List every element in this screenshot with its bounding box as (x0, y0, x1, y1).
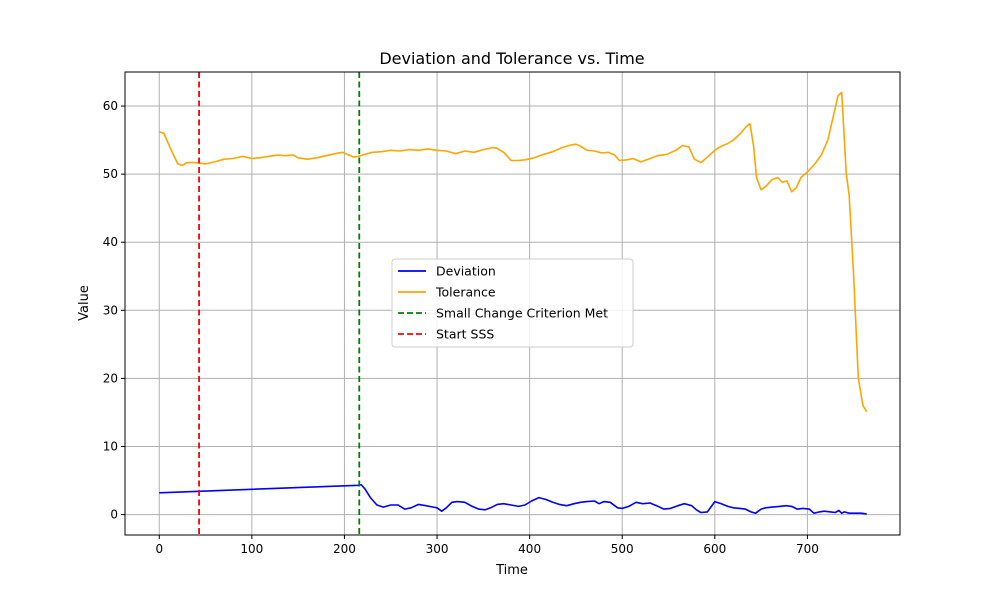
grid (125, 72, 900, 535)
legend: Deviation Tolerance Small Change Criterion… (391, 258, 634, 348)
legend-box (391, 258, 634, 348)
x-tick-label: 500 (611, 542, 634, 556)
legend-label-small-change-criterion-met: Small Change Criterion Met (436, 306, 608, 321)
y-tick-label: 60 (103, 99, 118, 113)
y-tick-label: 0 (110, 508, 118, 522)
y-tick-label: 10 (103, 439, 118, 453)
y-tick-label: 20 (103, 371, 118, 385)
x-tick-label: 0 (155, 542, 163, 556)
deviation-series-line (159, 483, 867, 515)
y-tick-label: 30 (103, 303, 118, 317)
x-tick-label: 100 (240, 542, 263, 556)
legend-label-deviation: Deviation (436, 264, 496, 279)
x-tick-label: 600 (703, 542, 726, 556)
x-tick-label: 200 (333, 542, 356, 556)
axes-frame (124, 71, 901, 536)
y-axis-label: Value (77, 285, 92, 321)
x-tick-label: 300 (426, 542, 449, 556)
axis-ticks: 0 100 200 300 400 500 600 700 0 10 20 30 40 50 60 (103, 99, 819, 556)
x-axis-label: Time (495, 563, 528, 578)
x-tick-label: 700 (796, 542, 819, 556)
legend-label-tolerance: Tolerance (435, 285, 496, 300)
plot-area (159, 72, 868, 535)
y-tick-label: 40 (103, 235, 118, 249)
x-tick-label: 400 (518, 542, 541, 556)
legend-label-start-sss: Start SSS (436, 327, 494, 342)
tolerance-series-line (159, 91, 868, 413)
chart-title: Deviation and Tolerance vs. Time (379, 49, 644, 68)
y-tick-label: 50 (103, 167, 118, 181)
